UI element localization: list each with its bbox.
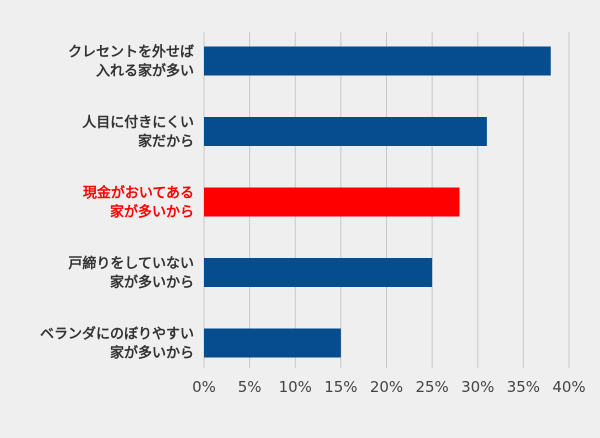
category-label: 人目に付きにくい家だから	[82, 114, 194, 150]
x-tick-label: 30%	[461, 378, 494, 396]
category-labels: クレセントを外せば入れる家が多い人目に付きにくい家だから現金がおいてある家が多い…	[40, 44, 194, 362]
category-label: クレセントを外せば入れる家が多い	[68, 44, 194, 80]
x-tick-label: 35%	[507, 378, 540, 396]
x-tick-label: 15%	[324, 378, 357, 396]
category-label-line: 家だから	[138, 133, 194, 150]
x-tick-label: 40%	[552, 378, 585, 396]
bar	[204, 187, 460, 217]
category-label: 現金がおいてある家が多いから	[83, 185, 194, 221]
category-label-line: 家が多いから	[110, 345, 194, 362]
category-label-line: ベランダにのぼりやすい	[40, 326, 194, 343]
category-label-line: 現金がおいてある	[83, 185, 194, 202]
category-label-line: クレセントを外せば	[68, 44, 194, 61]
x-tick-label: 25%	[415, 378, 448, 396]
category-label: ベランダにのぼりやすい家が多いから	[40, 326, 194, 362]
category-label-line: 家が多いから	[110, 274, 194, 291]
x-tick-label: 0%	[192, 378, 216, 396]
bar	[204, 258, 433, 287]
x-tick-label: 20%	[370, 378, 403, 396]
bar	[204, 328, 341, 358]
bar	[204, 117, 487, 146]
x-tick-label: 5%	[238, 378, 262, 396]
category-label-line: 人目に付きにくい	[82, 114, 194, 131]
category-label-line: 入れる家が多い	[96, 63, 194, 80]
x-axis-tick-labels: 0% 5% 10% 15% 20% 25% 30% 35% 40%	[192, 378, 586, 396]
x-tick-label: 10%	[279, 378, 312, 396]
bars	[204, 46, 551, 358]
bar	[204, 46, 551, 76]
category-label: 戸締りをしていない家が多いから	[68, 255, 194, 291]
category-label-line: 戸締りをしていない	[68, 255, 194, 272]
category-label-line: 家が多いから	[110, 204, 194, 221]
